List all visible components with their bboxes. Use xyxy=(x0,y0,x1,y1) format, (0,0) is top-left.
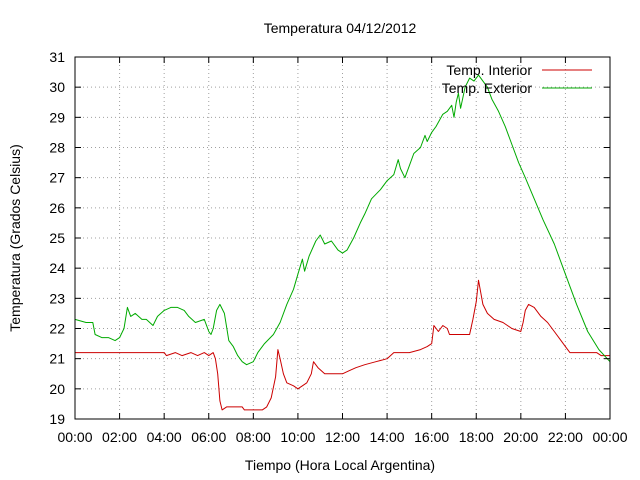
x-tick-label: 18:00 xyxy=(459,429,494,445)
y-tick-label: 22 xyxy=(49,321,65,337)
y-axis-label: Temperatura (Grados Celsius) xyxy=(7,144,23,332)
y-tick-label: 31 xyxy=(49,49,65,65)
x-tick-label: 14:00 xyxy=(370,429,405,445)
x-tick-label: 16:00 xyxy=(414,429,449,445)
x-tick-label: 00:00 xyxy=(57,429,92,445)
x-tick-label: 20:00 xyxy=(503,429,538,445)
ticks xyxy=(74,56,611,420)
chart-title: Temperatura 04/12/2012 xyxy=(264,20,417,36)
y-tick-label: 26 xyxy=(49,200,65,216)
y-tick-label: 29 xyxy=(49,109,65,125)
x-axis-label: Tiempo (Hora Local Argentina) xyxy=(245,457,435,473)
x-tick-label: 10:00 xyxy=(280,429,315,445)
y-tick-label: 20 xyxy=(49,381,65,397)
grid-lines xyxy=(75,57,610,419)
legend-label-interior: Temp. Interior xyxy=(446,62,532,78)
y-tick-label: 23 xyxy=(49,290,65,306)
y-tick-label: 30 xyxy=(49,79,65,95)
y-tick-label: 19 xyxy=(49,411,65,427)
x-tick-label: 06:00 xyxy=(191,429,226,445)
tick-labels: 00:00 02:00 04:00 06:00 08:00 10:00 12:00 14:00… xyxy=(49,49,627,445)
x-tick-label: 22:00 xyxy=(548,429,583,445)
legend-label-exterior: Temp. Exterior xyxy=(442,80,533,96)
x-tick-label: 04:00 xyxy=(147,429,182,445)
legend: Temp. Interior Temp. Exterior xyxy=(442,62,592,96)
series-line-exterior xyxy=(74,74,611,366)
y-tick-label: 21 xyxy=(49,351,65,367)
series-layer xyxy=(74,74,611,411)
y-tick-label: 25 xyxy=(49,230,65,246)
x-tick-label: 12:00 xyxy=(325,429,360,445)
y-tick-label: 27 xyxy=(49,170,65,186)
x-tick-label: 02:00 xyxy=(102,429,137,445)
x-tick-label: 08:00 xyxy=(236,429,271,445)
y-tick-label: 28 xyxy=(49,140,65,156)
x-tick-label: 00:00 xyxy=(592,429,627,445)
y-tick-label: 24 xyxy=(49,260,65,276)
series-line-interior xyxy=(75,279,610,411)
